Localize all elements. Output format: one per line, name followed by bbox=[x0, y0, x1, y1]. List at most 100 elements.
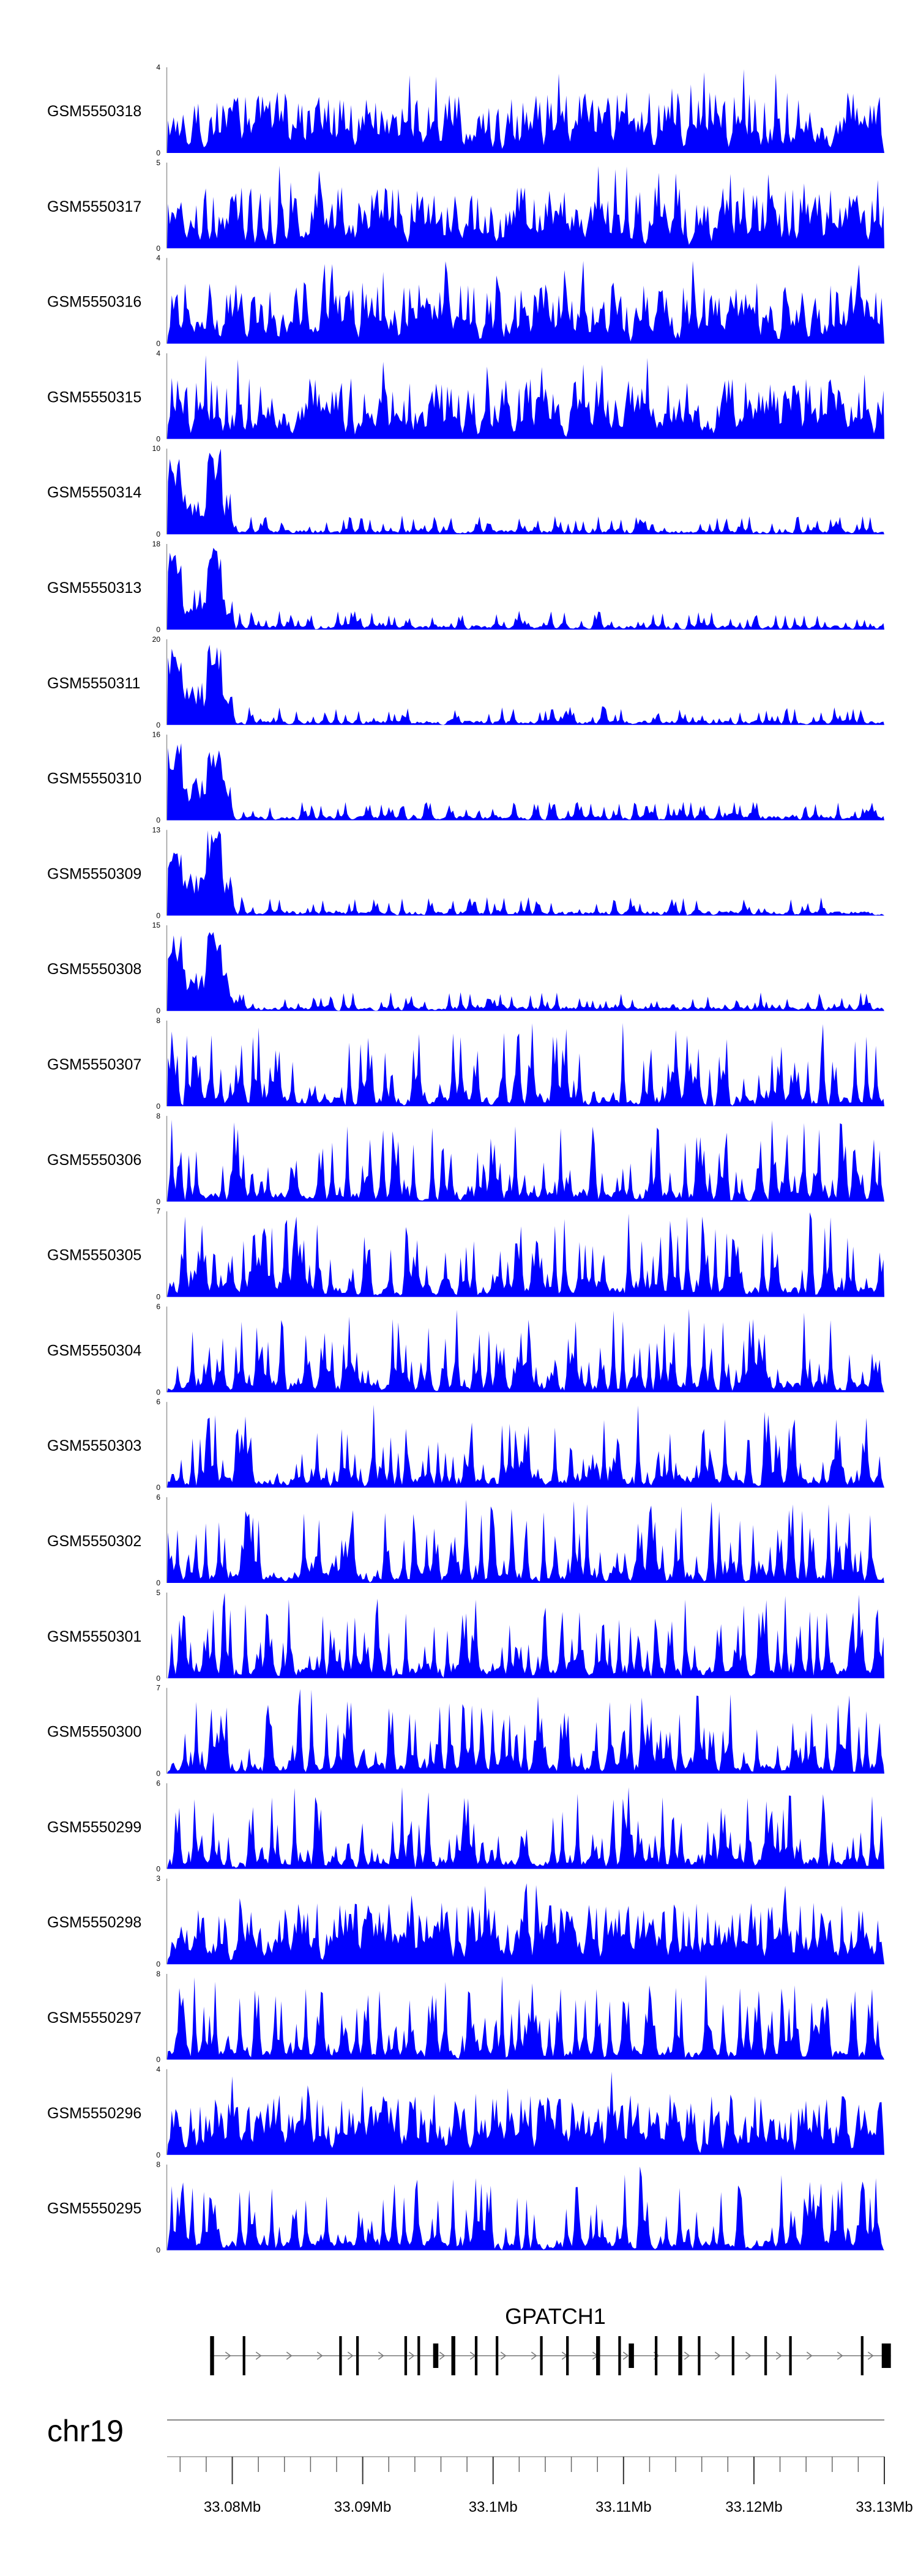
coverage-track: GSM5550308 15 0 bbox=[47, 921, 884, 1015]
track-ymax-label: 6 bbox=[156, 1493, 160, 1502]
track-label: GSM5550315 bbox=[47, 389, 141, 406]
coverage-track: GSM5550314 10 0 bbox=[47, 444, 884, 538]
coverage-area bbox=[167, 1120, 884, 1202]
strand-arrow bbox=[837, 2351, 843, 2360]
coverage-area bbox=[167, 1787, 884, 1869]
track-label: GSM5550314 bbox=[47, 484, 141, 501]
strand-arrow bbox=[867, 2351, 874, 2360]
x-tick-label: 33.08Mb bbox=[204, 2499, 261, 2515]
coverage-track: GSM5550313 18 0 bbox=[47, 540, 884, 634]
x-tick-label: 33.12Mb bbox=[725, 2499, 782, 2515]
track-label: GSM5550318 bbox=[47, 103, 141, 120]
exon bbox=[242, 2336, 245, 2375]
track-label: GSM5550300 bbox=[47, 1724, 141, 1741]
strand-arrow bbox=[622, 2351, 629, 2360]
exon bbox=[417, 2336, 420, 2375]
track-ymin-label: 0 bbox=[156, 816, 160, 825]
coverage-track: GSM5550303 6 0 bbox=[47, 1398, 884, 1492]
track-ymax-label: 4 bbox=[156, 63, 160, 72]
track-ymin-label: 0 bbox=[156, 1197, 160, 1206]
track-ymax-label: 8 bbox=[156, 1112, 160, 1120]
coverage-area bbox=[167, 1022, 884, 1106]
coverage-track: GSM5550297 8 0 bbox=[47, 1970, 884, 2064]
exon bbox=[474, 2336, 478, 2375]
strand-arrow bbox=[378, 2351, 384, 2360]
track-label: GSM5550309 bbox=[47, 865, 141, 882]
track-ymin-label: 0 bbox=[156, 149, 160, 157]
track-label: GSM5550299 bbox=[47, 1818, 141, 1836]
track-ymin-label: 0 bbox=[156, 1293, 160, 1301]
x-tick-label: 33.11Mb bbox=[595, 2499, 652, 2515]
strand-arrow bbox=[531, 2351, 537, 2360]
coverage-area bbox=[167, 548, 884, 630]
track-label: GSM5550317 bbox=[47, 198, 141, 215]
exon bbox=[654, 2336, 658, 2375]
track-ymax-label: 4 bbox=[156, 349, 160, 357]
strand-arrow bbox=[439, 2351, 446, 2360]
track-ymax-label: 8 bbox=[156, 1970, 160, 1978]
strand-arrow bbox=[745, 2351, 752, 2360]
exon bbox=[210, 2336, 214, 2375]
exon bbox=[566, 2336, 569, 2375]
track-ymax-label: 13 bbox=[152, 825, 161, 834]
track-label: GSM5550305 bbox=[47, 1247, 141, 1264]
chromosome-label: chr19 bbox=[47, 2414, 124, 2448]
track-ymin-label: 0 bbox=[156, 244, 160, 253]
coverage-area bbox=[167, 1593, 884, 1678]
coverage-track: GSM5550304 6 0 bbox=[47, 1302, 884, 1396]
coverage-area bbox=[167, 1404, 884, 1488]
coverage-track: GSM5550311 20 0 bbox=[47, 635, 884, 729]
track-ymin-label: 0 bbox=[156, 1960, 160, 1968]
track-ymax-label: 16 bbox=[152, 731, 161, 739]
exon bbox=[678, 2336, 682, 2375]
coverage-area bbox=[167, 1212, 884, 1297]
track-ymin-label: 0 bbox=[156, 1579, 160, 1587]
track-ymin-label: 0 bbox=[156, 2055, 160, 2064]
track-label: GSM5550298 bbox=[47, 1914, 141, 1931]
track-ymin-label: 0 bbox=[156, 1864, 160, 1873]
x-tick-label: 33.09Mb bbox=[334, 2499, 391, 2515]
strand-arrow bbox=[684, 2351, 690, 2360]
track-ymax-label: 5 bbox=[156, 1588, 160, 1597]
coverage-track: GSM5550315 4 0 bbox=[47, 349, 884, 443]
track-ymax-label: 4 bbox=[156, 2065, 160, 2074]
track-label: GSM5550297 bbox=[47, 2009, 141, 2027]
coverage-area bbox=[167, 261, 884, 344]
coverage-track: GSM5550310 16 0 bbox=[47, 731, 884, 825]
x-tick-label: 33.1Mb bbox=[469, 2499, 518, 2515]
exon bbox=[540, 2336, 543, 2375]
track-ymin-label: 0 bbox=[156, 1007, 160, 1015]
coverage-area bbox=[167, 2166, 884, 2250]
track-ymax-label: 6 bbox=[156, 1398, 160, 1406]
coverage-area bbox=[167, 1975, 884, 2060]
exon bbox=[596, 2336, 600, 2375]
coverage-track: GSM5550306 8 0 bbox=[47, 1112, 884, 1206]
track-ymax-label: 3 bbox=[156, 1874, 160, 1883]
exon bbox=[356, 2336, 359, 2375]
exon bbox=[789, 2336, 792, 2375]
coverage-area bbox=[167, 2071, 884, 2155]
exon bbox=[404, 2336, 408, 2375]
track-label: GSM5550304 bbox=[47, 1342, 141, 1359]
coverage-area bbox=[167, 1309, 884, 1393]
exon bbox=[433, 2343, 439, 2368]
coverage-area bbox=[167, 165, 884, 248]
track-label: GSM5550306 bbox=[47, 1152, 141, 1169]
track-ymax-label: 8 bbox=[156, 2161, 160, 2169]
coverage-tracks: GSM555031840GSM555031750GSM555031640GSM5… bbox=[47, 63, 884, 2255]
strand-arrow bbox=[500, 2351, 507, 2360]
coverage-track: GSM5550309 13 0 bbox=[47, 825, 884, 920]
exon bbox=[339, 2336, 342, 2375]
track-ymin-label: 0 bbox=[156, 1483, 160, 1492]
strand-arrow bbox=[255, 2351, 262, 2360]
track-ymax-label: 7 bbox=[156, 1684, 160, 1692]
coverage-area bbox=[167, 355, 884, 439]
coverage-track: GSM5550317 5 0 bbox=[47, 158, 884, 253]
exon bbox=[881, 2343, 891, 2368]
track-ymin-label: 0 bbox=[156, 625, 160, 634]
track-ymax-label: 10 bbox=[152, 444, 161, 453]
coverage-area bbox=[167, 1500, 884, 1583]
coverage-track: GSM5550300 7 0 bbox=[47, 1684, 884, 1778]
track-ymin-label: 0 bbox=[156, 1102, 160, 1111]
track-ymax-label: 6 bbox=[156, 1779, 160, 1787]
